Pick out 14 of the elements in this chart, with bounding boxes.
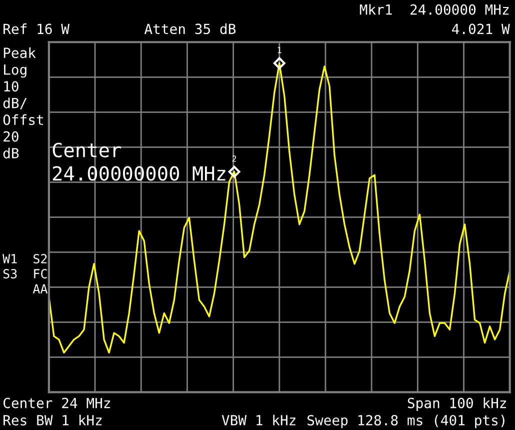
text: W1 S2 S3 FC AA [2, 254, 48, 294]
text: 4.021 W [452, 24, 510, 34]
text: Sweep 128.8 ms (401 pts) [308, 414, 504, 428]
annotation: 1 [278, 47, 282, 54]
text: Res BW 1 kHz [4, 414, 102, 426]
text: Atten 35 dB [144, 23, 236, 34]
text: Peak Log 10 dB/ Offst 20 dB [3, 47, 44, 158]
text: Ref 16 W [4, 23, 70, 34]
text: Mkr1 24.00000 MHz [360, 4, 509, 15]
text: Center 24 MHz [4, 398, 110, 408]
annotation: 2 [232, 156, 236, 162]
text: VBW 1 kHz [222, 414, 296, 426]
text: Span 100 kHz [408, 398, 506, 411]
annotation: Center 24.00000000 MHz [52, 142, 226, 181]
